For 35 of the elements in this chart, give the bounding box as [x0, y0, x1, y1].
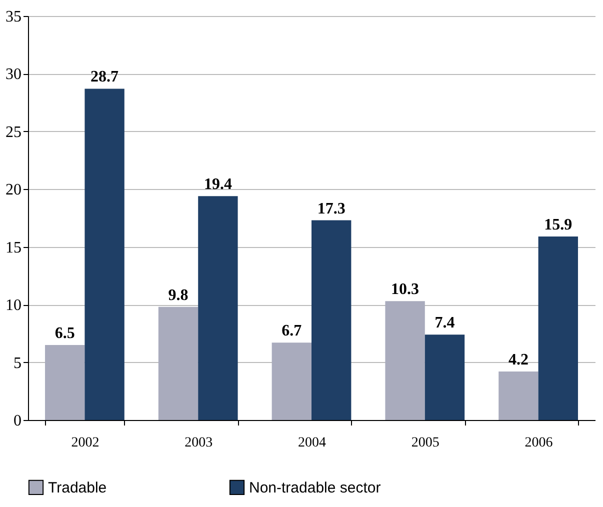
x-tick-label: 2006 — [524, 436, 553, 450]
y-tick-label: 0 — [14, 412, 22, 430]
x-tick-label: 2003 — [184, 436, 213, 450]
y-tick-label: 10 — [6, 297, 22, 314]
data-label: 28.7 — [90, 68, 119, 86]
data-label: 6.7 — [282, 322, 302, 340]
data-label: 7.4 — [434, 314, 455, 332]
y-tick-label: 20 — [6, 182, 22, 199]
bar — [498, 372, 538, 420]
x-tick-label: 2004 — [298, 436, 326, 450]
x-tick-label: 2002 — [71, 436, 100, 450]
bar — [385, 301, 425, 420]
bar — [272, 342, 312, 420]
data-label: 10.3 — [391, 281, 420, 298]
data-label: 9.8 — [168, 286, 188, 304]
bar — [538, 236, 578, 420]
data-label: 17.3 — [317, 200, 346, 218]
y-tick-label: 35 — [6, 8, 22, 26]
data-label: 19.4 — [204, 176, 232, 194]
bar — [198, 196, 238, 420]
bar — [312, 220, 352, 420]
y-tick-label: 15 — [6, 239, 22, 256]
data-label: 15.9 — [544, 216, 572, 234]
bar — [158, 306, 198, 420]
legend-label: Tradable — [48, 479, 107, 496]
y-tick-label: 5 — [14, 354, 22, 372]
bar — [45, 344, 85, 420]
data-label: 6.5 — [54, 324, 75, 342]
data-label: 4.2 — [508, 352, 528, 369]
x-tick-label: 2005 — [411, 436, 440, 450]
y-tick-label: 30 — [6, 66, 22, 84]
legend-label: Non-tradable sector — [249, 479, 381, 496]
bar — [84, 88, 124, 420]
bar — [424, 334, 465, 420]
y-tick-label: 25 — [6, 124, 22, 141]
